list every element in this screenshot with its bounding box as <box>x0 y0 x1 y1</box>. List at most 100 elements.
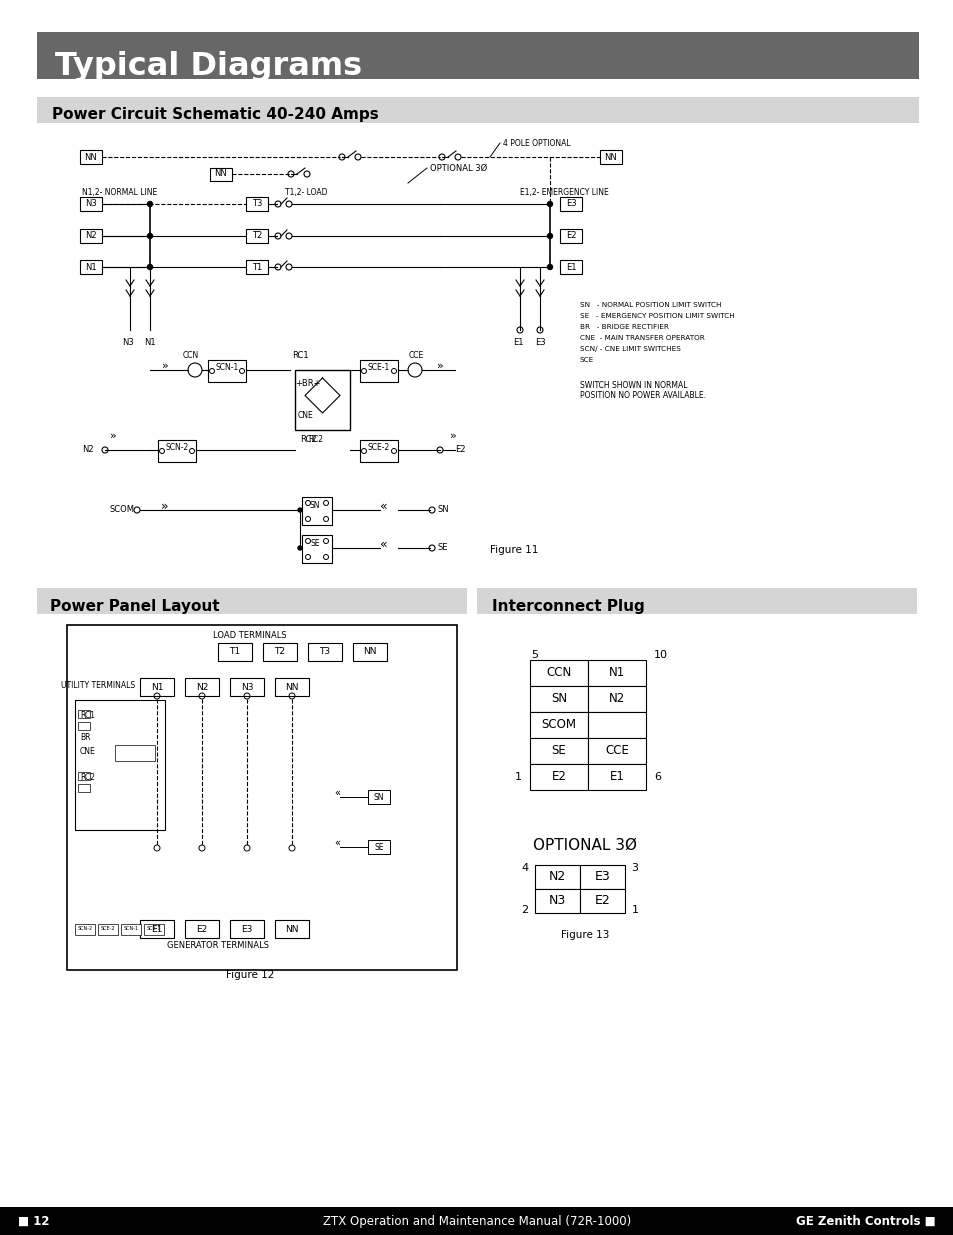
Bar <box>37 32 918 79</box>
Text: T1,2- LOAD: T1,2- LOAD <box>285 189 327 198</box>
Bar <box>98 924 118 935</box>
Text: LOAD TERMINALS: LOAD TERMINALS <box>213 631 287 640</box>
Bar <box>302 535 332 563</box>
Bar <box>535 864 579 889</box>
Text: T1: T1 <box>252 263 262 272</box>
Text: CNE: CNE <box>297 410 314 420</box>
Text: E3: E3 <box>594 871 610 883</box>
Bar <box>476 588 916 614</box>
Text: N2: N2 <box>82 446 93 454</box>
Text: N3: N3 <box>122 338 133 347</box>
Text: SE: SE <box>374 842 383 851</box>
Bar <box>185 678 219 697</box>
Circle shape <box>297 546 302 550</box>
Text: »: » <box>161 361 168 370</box>
Bar <box>579 889 624 913</box>
Bar <box>80 261 102 274</box>
Text: 1: 1 <box>631 905 638 915</box>
Text: N1: N1 <box>608 667 624 679</box>
Bar <box>80 198 102 211</box>
Circle shape <box>547 233 552 238</box>
Text: SCE-2: SCE-2 <box>368 443 390 452</box>
Text: 6: 6 <box>654 772 660 782</box>
Text: SE   - EMERGENCY POSITION LIMIT SWITCH: SE - EMERGENCY POSITION LIMIT SWITCH <box>579 312 734 319</box>
Bar <box>80 149 102 164</box>
Bar <box>37 98 918 124</box>
Text: E1: E1 <box>565 263 576 272</box>
Text: SCN/ - CNE LIMIT SWITCHES: SCN/ - CNE LIMIT SWITCHES <box>579 346 680 352</box>
Text: »: » <box>110 431 116 441</box>
Text: »: » <box>449 431 456 441</box>
Bar <box>587 739 645 764</box>
Text: «: « <box>334 788 339 798</box>
Bar <box>208 359 246 382</box>
Bar <box>353 643 387 661</box>
Bar <box>559 228 581 243</box>
Text: 5: 5 <box>531 650 537 659</box>
Text: Figure 13: Figure 13 <box>560 930 609 940</box>
Text: NN: NN <box>85 152 97 162</box>
Text: CNE  - MAIN TRANSFER OPERATOR: CNE - MAIN TRANSFER OPERATOR <box>579 335 704 341</box>
Text: E3: E3 <box>565 200 576 209</box>
Text: CNE: CNE <box>80 747 95 757</box>
Bar <box>78 772 90 781</box>
Text: 4 POLE OPTIONAL: 4 POLE OPTIONAL <box>502 138 570 147</box>
Text: E1: E1 <box>512 338 522 347</box>
Text: SCOM: SCOM <box>110 505 135 515</box>
Text: E2: E2 <box>594 894 610 908</box>
Text: 4: 4 <box>521 863 528 873</box>
Text: 3: 3 <box>631 863 638 873</box>
Bar <box>559 198 581 211</box>
Bar <box>67 625 456 969</box>
Bar <box>246 228 268 243</box>
Bar <box>230 920 264 939</box>
Circle shape <box>148 233 152 238</box>
Bar <box>587 764 645 790</box>
Circle shape <box>148 264 152 269</box>
Bar <box>274 678 309 697</box>
Text: E2: E2 <box>196 925 208 934</box>
Bar <box>158 440 195 462</box>
Bar <box>75 700 165 830</box>
Bar <box>359 359 397 382</box>
Text: E3: E3 <box>534 338 545 347</box>
Text: NN: NN <box>285 683 298 692</box>
Text: Interconnect Plug: Interconnect Plug <box>492 599 644 614</box>
Text: OPTIONAL 3Ø: OPTIONAL 3Ø <box>430 163 487 173</box>
Text: SCN-2: SCN-2 <box>165 443 189 452</box>
Text: SCN-1: SCN-1 <box>123 926 138 931</box>
Text: »: » <box>161 499 169 513</box>
Text: E1: E1 <box>152 925 163 934</box>
Text: N1,2- NORMAL LINE: N1,2- NORMAL LINE <box>82 189 157 198</box>
Text: BR   - BRIDGE RECTIFIER: BR - BRIDGE RECTIFIER <box>579 324 668 330</box>
Text: NN: NN <box>363 647 376 657</box>
Text: ■ 12: ■ 12 <box>18 1214 50 1228</box>
Text: BR: BR <box>80 734 91 742</box>
Text: N2: N2 <box>195 683 208 692</box>
Bar <box>37 588 467 614</box>
Bar <box>246 198 268 211</box>
Text: CCN: CCN <box>546 667 571 679</box>
Text: Power Panel Layout: Power Panel Layout <box>50 599 219 614</box>
Text: E1: E1 <box>609 771 624 783</box>
Text: SCE-2: SCE-2 <box>101 926 115 931</box>
Text: CCE: CCE <box>408 352 423 361</box>
Text: N1: N1 <box>85 263 96 272</box>
Text: OPTIONAL 3Ø: OPTIONAL 3Ø <box>533 837 637 852</box>
Text: SCE: SCE <box>579 357 594 363</box>
Text: N3: N3 <box>548 894 565 908</box>
Text: Power Circuit Schematic 40-240 Amps: Power Circuit Schematic 40-240 Amps <box>52 107 378 122</box>
Text: E1,2- EMERGENCY LINE: E1,2- EMERGENCY LINE <box>519 189 608 198</box>
Text: T1: T1 <box>230 647 240 657</box>
Circle shape <box>297 508 302 513</box>
Text: N2: N2 <box>608 693 624 705</box>
Bar <box>274 920 309 939</box>
Text: «: « <box>334 839 339 848</box>
Bar <box>115 745 154 761</box>
Bar <box>78 784 90 792</box>
Text: 1: 1 <box>514 772 521 782</box>
Text: NN: NN <box>604 152 617 162</box>
Bar <box>308 643 341 661</box>
Text: RC2: RC2 <box>80 773 95 783</box>
Text: ZTX Operation and Maintenance Manual (72R-1000): ZTX Operation and Maintenance Manual (72… <box>322 1214 631 1228</box>
